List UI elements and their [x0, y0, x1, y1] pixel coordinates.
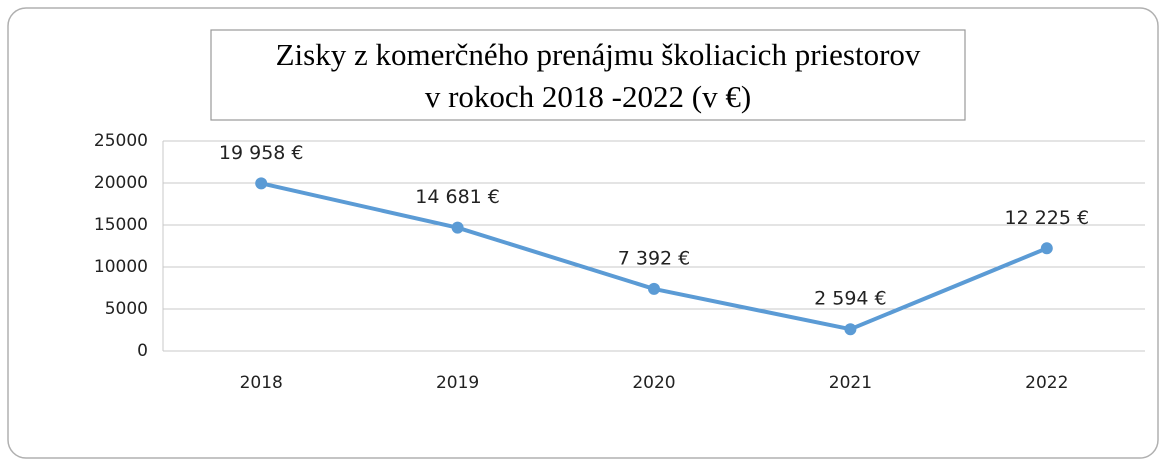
y-tick-label: 25000: [94, 131, 148, 151]
y-tick-label: 5000: [105, 299, 148, 319]
x-tick-label: 2022: [1025, 373, 1068, 393]
marker: [1040, 242, 1053, 255]
x-tick-label: 2019: [436, 373, 479, 393]
y-tick-label: 15000: [94, 215, 148, 235]
data-label: 19 958 €: [219, 142, 304, 164]
x-tick-label: 2021: [829, 373, 872, 393]
marker: [844, 323, 857, 336]
data-label: 14 681 €: [415, 186, 500, 208]
y-tick-label: 0: [137, 341, 148, 361]
data-label: 7 392 €: [618, 247, 691, 269]
marker: [648, 282, 660, 295]
data-label: 12 225 €: [1004, 207, 1089, 229]
x-tick-label: 2018: [240, 373, 283, 393]
marker: [451, 221, 464, 234]
y-tick-label: 20000: [94, 173, 148, 193]
data-label: 2 594 €: [814, 288, 887, 310]
marker: [255, 177, 268, 190]
title-box: [210, 29, 966, 121]
chart-title: v rokoch 2018 -2022 (v €): [425, 79, 751, 114]
x-tick-label: 2020: [632, 373, 675, 393]
y-tick-label: 10000: [94, 257, 148, 277]
chart-title: Zisky z komerčného prenájmu školiacich p…: [276, 37, 921, 72]
